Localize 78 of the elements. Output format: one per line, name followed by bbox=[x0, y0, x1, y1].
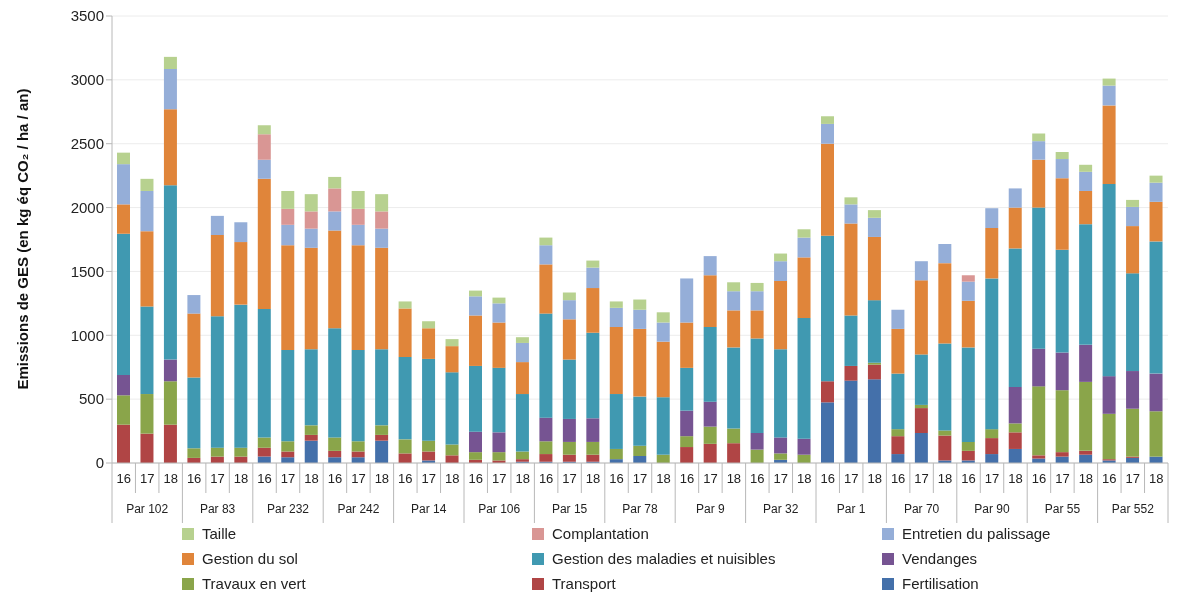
x-tick-label: 18 bbox=[515, 471, 530, 486]
text: Par 55 bbox=[1044, 502, 1081, 516]
text: Par 78 bbox=[622, 502, 658, 516]
x-tick-label: 17 bbox=[914, 471, 929, 486]
legend-label: Travaux en vert bbox=[202, 575, 306, 592]
x-tick-label: 18 bbox=[937, 471, 953, 486]
y-tick-label: 1500 bbox=[70, 262, 104, 280]
y-tick-label: 0 bbox=[95, 454, 104, 472]
y-tick-label: 2000 bbox=[70, 198, 104, 216]
x-tick-label: 17 bbox=[491, 471, 507, 486]
x-tick-label: 16 bbox=[327, 471, 343, 486]
legend-label: Gestion du sol bbox=[202, 550, 298, 567]
x-tick-label: 16 bbox=[679, 471, 695, 486]
y-tick-label: 1000 bbox=[70, 326, 104, 344]
text: Par 90 bbox=[974, 502, 1010, 516]
x-tick-label: 16 bbox=[257, 471, 272, 486]
text: Par 102 bbox=[126, 502, 169, 516]
text: Par 106 bbox=[478, 502, 521, 516]
text: Par 232 bbox=[266, 502, 310, 516]
legend-label: Taille bbox=[202, 525, 237, 542]
legend-label: Fertilisation bbox=[902, 575, 979, 592]
x-tick-label: 17 bbox=[773, 471, 789, 486]
x-tick-label: 17 bbox=[139, 471, 155, 486]
y-tick-label: 3500 bbox=[70, 7, 104, 25]
y-tick-label: 3000 bbox=[70, 71, 104, 89]
x-tick-label: 18 bbox=[233, 471, 249, 486]
text: Par 83 bbox=[199, 502, 236, 516]
text: Par 9 bbox=[696, 502, 726, 516]
legend-label: Gestion des maladies et nuisibles bbox=[552, 550, 776, 567]
x-tick-label: 16 bbox=[1102, 471, 1117, 486]
x-tick-label: 18 bbox=[656, 471, 671, 486]
text: Par 14 bbox=[411, 502, 447, 516]
x-tick-label: 17 bbox=[280, 471, 296, 486]
x-tick-label: 16 bbox=[468, 471, 483, 486]
x-tick-label: 16 bbox=[1031, 471, 1047, 486]
x-tick-label: 17 bbox=[632, 471, 648, 486]
legend-label: Entretien du palissage bbox=[902, 525, 1051, 542]
x-tick-label: 18 bbox=[1008, 471, 1023, 486]
x-tick-label: 16 bbox=[609, 471, 624, 486]
legend-label: Vendanges bbox=[902, 550, 978, 567]
legend-label: Transport bbox=[552, 575, 616, 592]
x-tick-label: 16 bbox=[398, 471, 413, 486]
x-tick-label: 17 bbox=[421, 471, 437, 486]
text: Par 32 bbox=[763, 502, 799, 516]
x-tick-label: 17 bbox=[1055, 471, 1070, 486]
x-tick-label: 18 bbox=[445, 471, 460, 486]
x-tick-label: 16 bbox=[538, 471, 554, 486]
x-tick-label: 17 bbox=[1125, 471, 1141, 486]
x-tick-label: 18 bbox=[585, 471, 601, 486]
x-tick-label: 17 bbox=[562, 471, 577, 486]
text: Par 70 bbox=[903, 502, 940, 516]
x-tick-label: 18 bbox=[867, 471, 882, 486]
x-tick-label: 18 bbox=[374, 471, 390, 486]
x-tick-label: 16 bbox=[186, 471, 202, 486]
x-tick-label: 18 bbox=[797, 471, 812, 486]
x-tick-label: 18 bbox=[163, 471, 178, 486]
x-tick-label: 17 bbox=[843, 471, 859, 486]
x-tick-label: 16 bbox=[820, 471, 835, 486]
x-tick-label: 18 bbox=[1149, 471, 1164, 486]
y-tick-label: 500 bbox=[78, 390, 104, 408]
x-tick-label: 18 bbox=[304, 471, 319, 486]
y-tick-label: 2500 bbox=[70, 135, 104, 153]
x-tick-label: 18 bbox=[1078, 471, 1094, 486]
x-tick-label: 17 bbox=[351, 471, 366, 486]
text: Par 552 bbox=[1111, 502, 1155, 516]
text: Par 15 bbox=[551, 502, 588, 516]
x-tick-label: 16 bbox=[116, 471, 131, 486]
x-tick-label: 17 bbox=[703, 471, 718, 486]
x-tick-label: 16 bbox=[961, 471, 976, 486]
text: Par 1 bbox=[836, 502, 866, 516]
legend-label: Complantation bbox=[552, 525, 649, 542]
x-tick-label: 18 bbox=[726, 471, 742, 486]
x-tick-label: 16 bbox=[750, 471, 765, 486]
x-tick-label: 16 bbox=[890, 471, 906, 486]
text: Par 242 bbox=[337, 502, 380, 516]
x-tick-label: 17 bbox=[210, 471, 225, 486]
x-tick-label: 17 bbox=[984, 471, 1000, 486]
y-axis-title: Emissions de GES (en kg éq CO₂ / ha / an) bbox=[14, 88, 32, 390]
